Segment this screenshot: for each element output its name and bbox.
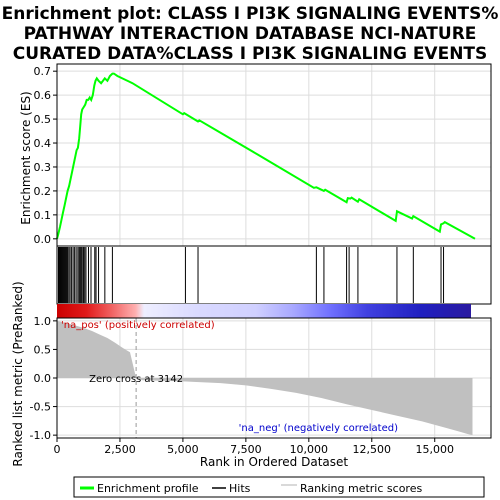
ranking-metric-area (57, 320, 473, 436)
metric-x-axis-label: Rank in Ordered Dataset (200, 455, 348, 469)
legend-label-hits: Hits (229, 482, 251, 495)
enrichment-profile-line (56, 72, 476, 240)
rank-color-band-bar (57, 304, 471, 318)
es-grid (56, 64, 491, 246)
metric-y-tick-label: -0.5 (30, 401, 51, 414)
hits-marks (58, 247, 445, 303)
metric-x-tick-label: 5,000 (167, 443, 199, 456)
metric-y-tick-label: 0.0 (34, 372, 52, 385)
es-y-tick-label: 0.6 (34, 89, 52, 102)
es-y-tick-label: 0.7 (34, 65, 52, 78)
es-y-axis: 0.0 0.1 0.2 0.3 0.4 0.5 0.6 0.7 (34, 65, 57, 246)
metric-panel-border (56, 317, 492, 439)
metric-x-tick-label: 0 (54, 443, 61, 456)
metric-x-tick-label: 10,000 (290, 443, 329, 456)
metric-x-tick-label: 15,000 (415, 443, 454, 456)
metric-y-axis: 1.0 0.5 0.0 -0.5 -1.0 (30, 315, 57, 442)
metric-x-axis: 0 2,500 5,000 7,500 10,000 12,500 15,000 (54, 438, 454, 456)
hits-panel-frame (56, 245, 492, 305)
zero-cross-label: Zero cross at 3142 (89, 374, 183, 385)
es-panel: 0.0 0.1 0.2 0.3 0.4 0.5 0.6 0.7 (34, 63, 492, 247)
metric-y-tick-label: 1.0 (34, 315, 52, 328)
metric-x-tick-label: 12,500 (353, 443, 392, 456)
legend-label-ranking: Ranking metric scores (300, 482, 422, 495)
es-y-tick-label: 0.3 (34, 161, 52, 174)
rank-color-band (57, 304, 471, 318)
es-y-tick-label: 0.5 (34, 113, 52, 126)
metric-x-tick-label: 2,500 (104, 443, 136, 456)
es-y-tick-label: 0.2 (34, 185, 52, 198)
metric-y-axis-label: Ranked list metric (PreRanked) (11, 281, 25, 466)
chart-title-line-2: PATHWAY INTERACTION DATABASE NCI-NATURE (24, 24, 477, 44)
hits-panel (56, 245, 492, 305)
pos-label: 'na_pos' (positively correlated) (61, 320, 215, 331)
es-panel-frame (57, 64, 491, 246)
legend: Enrichment profile Hits Ranking metric s… (73, 476, 485, 498)
metric-x-tick-label: 7,500 (230, 443, 262, 456)
chart-title-line-3: CURATED DATA%CLASS I PI3K SIGNALING EVEN… (13, 44, 488, 64)
es-y-tick-label: 0.0 (34, 233, 52, 246)
es-y-axis-label: Enrichment score (ES) (19, 91, 33, 224)
es-y-tick-label: 0.1 (34, 209, 52, 222)
metric-y-tick-label: 0.5 (34, 343, 52, 356)
es-y-tick-label: 0.4 (34, 137, 52, 150)
metric-y-tick-label: -1.0 (30, 429, 51, 442)
legend-label-enrichment: Enrichment profile (97, 482, 199, 495)
chart-title-line-1: Enrichment plot: CLASS I PI3K SIGNALING … (2, 4, 499, 24)
neg-label: 'na_neg' (negatively correlated) (239, 423, 398, 434)
legend-box (73, 476, 485, 498)
metric-panel: Zero cross at 3142 'na_pos' (positively … (30, 315, 492, 456)
